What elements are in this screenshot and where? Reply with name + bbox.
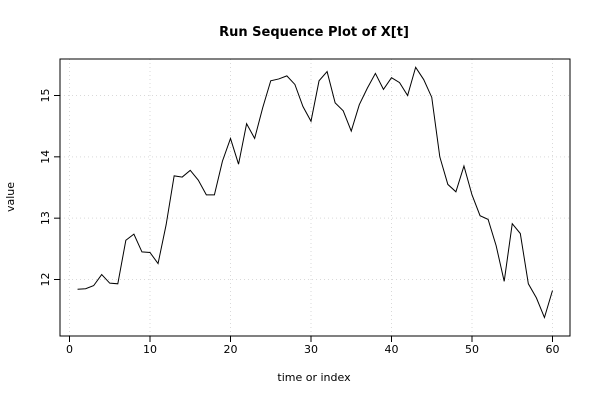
y-tick-label: 13	[39, 211, 52, 225]
x-axis-ticks: 0 10 20 30 40 50 60	[66, 336, 560, 356]
x-axis-label: time or index	[277, 371, 351, 384]
y-axis-label: value	[4, 182, 17, 212]
plot-frame	[59, 58, 571, 337]
x-tick-label: 60	[546, 343, 560, 356]
x-tick-label: 10	[143, 343, 157, 356]
x-tick-label: 40	[385, 343, 399, 356]
series-line	[77, 66, 553, 320]
y-tick-label: 15	[39, 89, 52, 103]
x-tick-label: 20	[224, 343, 238, 356]
y-tick-label: 12	[39, 273, 52, 287]
x-tick-label: 50	[465, 343, 479, 356]
y-tick-label: 14	[39, 150, 52, 164]
x-tick-label: 0	[66, 343, 73, 356]
chart-title: Run Sequence Plot of X[t]	[219, 25, 409, 40]
y-axis-ticks: 12 13 14 15	[39, 89, 60, 287]
x-tick-label: 30	[304, 343, 318, 356]
